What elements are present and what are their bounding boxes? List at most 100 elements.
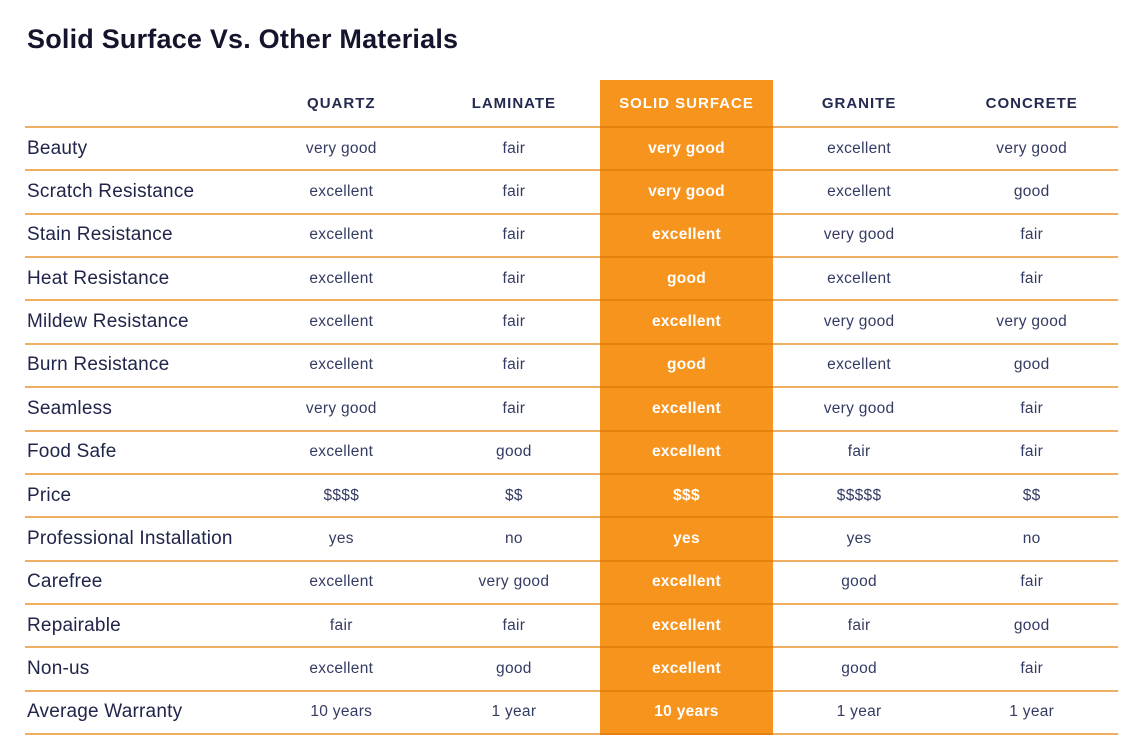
cell-value: $$$ — [600, 474, 773, 519]
cell-value: excellent — [255, 215, 428, 259]
cell-value: very good — [600, 128, 773, 172]
cell-value: excellent — [772, 128, 946, 172]
cell-value: 1 year — [427, 692, 601, 736]
cell-value: $$$$$ — [772, 475, 946, 519]
cell-value: very good — [772, 388, 946, 432]
cell-value: excellent — [772, 258, 946, 302]
cell-value: good — [427, 432, 601, 475]
cell-value: good — [945, 345, 1118, 389]
cell-value: good — [945, 605, 1118, 649]
row-label: Price — [25, 475, 255, 519]
cell-value: good — [772, 562, 946, 605]
cell-value: fair — [945, 432, 1118, 475]
row-label: Average Warranty — [25, 692, 255, 736]
table-row: Average Warranty 10 years 1 year 10 years 1 … — [25, 691, 1118, 736]
cell-value: excellent — [255, 301, 428, 345]
cell-value: $$$$ — [255, 475, 428, 519]
cell-value: yes — [600, 518, 773, 562]
cell-value: fair — [772, 605, 946, 649]
row-label: Repairable — [25, 605, 255, 649]
cell-value: good — [427, 648, 601, 692]
cell-value: excellent — [600, 388, 773, 432]
row-label: Food Safe — [25, 432, 255, 475]
table-header-row: QUARTZ LAMINATE SOLID SURFACE GRANITE CO… — [25, 80, 1118, 128]
cell-value: 1 year — [945, 692, 1118, 736]
cell-value: fair — [427, 258, 601, 302]
column-header-granite: GRANITE — [772, 80, 946, 128]
cell-value: very good — [255, 128, 428, 172]
cell-value: no — [945, 518, 1118, 562]
row-label: Professional Installation — [25, 518, 255, 562]
page-title: Solid Surface Vs. Other Materials — [27, 24, 459, 54]
cell-value: fair — [945, 562, 1118, 605]
cell-value: fair — [427, 345, 601, 389]
header-empty-cell — [25, 80, 255, 128]
cell-value: excellent — [255, 345, 428, 389]
cell-value: very good — [772, 301, 946, 345]
column-header-concrete: CONCRETE — [945, 80, 1118, 128]
row-label: Mildew Resistance — [25, 301, 255, 345]
table-row: Repairable fair fair excellent fair good — [25, 604, 1118, 649]
cell-value: excellent — [255, 648, 428, 692]
table-row: Food Safe excellent good excellent fair fair — [25, 431, 1118, 475]
cell-value: fair — [427, 128, 601, 172]
cell-value: very good — [255, 388, 428, 432]
cell-value: good — [600, 344, 773, 389]
cell-value: 10 years — [255, 692, 428, 736]
cell-value: very good — [600, 171, 773, 215]
cell-value: excellent — [600, 604, 773, 649]
cell-value: no — [427, 518, 601, 562]
cell-value: very good — [427, 562, 601, 605]
column-header-solid-surface: SOLID SURFACE — [600, 80, 773, 128]
cell-value: good — [772, 648, 946, 692]
cell-value: excellent — [255, 432, 428, 475]
cell-value: 1 year — [772, 692, 946, 736]
cell-value: very good — [945, 128, 1118, 172]
row-label: Non-us — [25, 648, 255, 692]
cell-value: $$ — [427, 475, 601, 519]
row-label: Burn Resistance — [25, 345, 255, 389]
table-row: Heat Resistance excellent fair good excellen… — [25, 258, 1118, 302]
cell-value: $$ — [945, 475, 1118, 519]
cell-value: very good — [945, 301, 1118, 345]
row-label: Beauty — [25, 128, 255, 172]
table-row: Beauty very good fair very good excellent ver… — [25, 128, 1118, 172]
cell-value: excellent — [255, 258, 428, 302]
cell-value: good — [945, 171, 1118, 215]
cell-value: excellent — [772, 171, 946, 215]
table-row: Non-us excellent good excellent good fair — [25, 648, 1118, 692]
comparison-table: QUARTZ LAMINATE SOLID SURFACE GRANITE CO… — [25, 80, 1118, 736]
table-body: Beauty very good fair very good excellent ver… — [25, 128, 1118, 736]
cell-value: fair — [427, 301, 601, 345]
cell-value: fair — [945, 388, 1118, 432]
table-row: Burn Resistance excellent fair good excellen… — [25, 344, 1118, 389]
table-row: Stain Resistance excellent fair excellent ve… — [25, 214, 1118, 259]
table-row: Carefree excellent very good excellent good f… — [25, 561, 1118, 605]
cell-value: yes — [255, 518, 428, 562]
column-header-quartz: QUARTZ — [255, 80, 428, 128]
cell-value: yes — [772, 518, 946, 562]
table-row: Seamless very good fair excellent very good f… — [25, 388, 1118, 432]
cell-value: excellent — [600, 561, 773, 605]
cell-value: excellent — [600, 431, 773, 475]
table-row: Price $$$$ $$ $$$ $$$$$ $$ — [25, 474, 1118, 519]
row-label: Carefree — [25, 562, 255, 605]
cell-value: very good — [772, 215, 946, 259]
row-label: Scratch Resistance — [25, 171, 255, 215]
cell-value: fair — [427, 171, 601, 215]
cell-value: 10 years — [600, 691, 773, 736]
cell-value: fair — [427, 215, 601, 259]
cell-value: fair — [945, 215, 1118, 259]
row-label: Heat Resistance — [25, 258, 255, 302]
table-row: Professional Installation yes no yes yes no — [25, 518, 1118, 562]
row-label: Seamless — [25, 388, 255, 432]
table-row: Mildew Resistance excellent fair excellent v… — [25, 301, 1118, 345]
cell-value: excellent — [255, 171, 428, 215]
cell-value: good — [600, 258, 773, 302]
cell-value: fair — [772, 432, 946, 475]
cell-value: excellent — [255, 562, 428, 605]
row-label: Stain Resistance — [25, 215, 255, 259]
cell-value: excellent — [772, 345, 946, 389]
cell-value: fair — [945, 648, 1118, 692]
table-row: Scratch Resistance excellent fair very good… — [25, 171, 1118, 215]
